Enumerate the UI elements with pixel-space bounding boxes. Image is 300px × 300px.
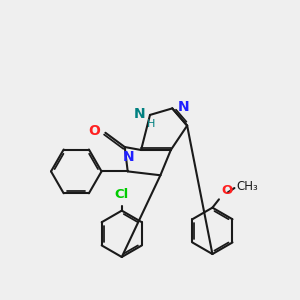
Text: O: O (221, 184, 233, 197)
Text: CH₃: CH₃ (236, 180, 258, 194)
Text: N: N (134, 107, 146, 121)
Text: H: H (147, 119, 155, 129)
Text: N: N (122, 150, 134, 164)
Text: Cl: Cl (115, 188, 129, 201)
Text: O: O (88, 124, 100, 138)
Text: N: N (178, 100, 190, 114)
